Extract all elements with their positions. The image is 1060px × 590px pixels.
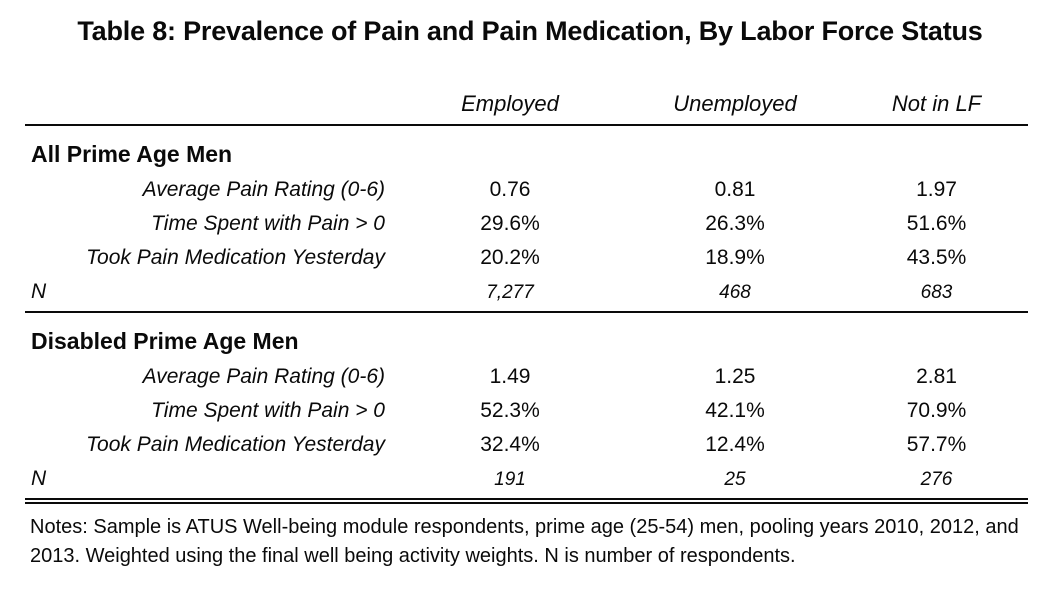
row-value-unemployed: 12.4% [705, 433, 765, 456]
panel-all-prime-age-men: All Prime Age Men Average Pain Rating (0… [25, 125, 1028, 313]
column-header-row: Employed Unemployed Not in LF [25, 91, 1028, 126]
row-value-not-in-lf: 70.9% [906, 399, 967, 422]
row-value-employed: 52.3% [480, 399, 540, 422]
row-value-unemployed: 42.1% [705, 399, 765, 422]
n-value-unemployed: 25 [625, 462, 845, 504]
row-value-unemployed: 26.3% [705, 212, 765, 235]
sample-size-row: N 191 25 276 [25, 462, 1028, 504]
n-value-not-in-lf: 276 [845, 462, 1028, 504]
section-header: All Prime Age Men [31, 141, 233, 167]
col-header-unemployed: Unemployed [625, 91, 845, 126]
row-value-unemployed: 18.9% [705, 246, 765, 269]
row-value-not-in-lf: 2.81 [916, 365, 957, 388]
row-value-not-in-lf: 43.5% [906, 246, 967, 269]
table-title: Table 8: Prevalence of Pain and Pain Med… [77, 16, 983, 46]
section-header-row: All Prime Age Men [25, 125, 1028, 173]
row-value-not-in-lf: 51.6% [906, 212, 967, 235]
row-label: Average Pain Rating (0-6) [142, 178, 385, 201]
n-label: N [25, 462, 395, 504]
pain-prevalence-table: Employed Unemployed Not in LF All Prime … [25, 91, 1028, 504]
sample-size-row: N 7,277 468 683 [25, 275, 1028, 313]
section-header: Disabled Prime Age Men [31, 328, 299, 354]
table-row: Took Pain Medication Yesterday 32.4% 12.… [25, 428, 1028, 462]
row-value-employed: 0.76 [489, 178, 531, 201]
table-notes: Notes: Sample is ATUS Well-being module … [30, 516, 1019, 567]
row-value-employed: 1.49 [489, 365, 531, 388]
n-value-unemployed: 468 [625, 275, 845, 313]
row-label: Time Spent with Pain > 0 [151, 212, 385, 235]
row-label: Took Pain Medication Yesterday [86, 433, 385, 456]
table-row: Average Pain Rating (0-6) 1.49 1.25 2.81 [25, 360, 1028, 394]
panel-disabled-prime-age-men: Disabled Prime Age Men Average Pain Rati… [25, 312, 1028, 504]
row-value-not-in-lf: 1.97 [916, 178, 957, 201]
table-row: Time Spent with Pain > 0 52.3% 42.1% 70.… [25, 394, 1028, 428]
row-value-employed: 32.4% [480, 433, 540, 456]
row-label: Took Pain Medication Yesterday [86, 246, 385, 269]
n-value-employed: 7,277 [395, 275, 625, 313]
empty-header-cell [25, 91, 395, 126]
n-value-employed: 191 [395, 462, 625, 504]
col-header-employed: Employed [395, 91, 625, 126]
section-header-row: Disabled Prime Age Men [25, 312, 1028, 360]
row-value-unemployed: 1.25 [714, 365, 756, 388]
row-value-not-in-lf: 57.7% [906, 433, 967, 456]
table-row: Average Pain Rating (0-6) 0.76 0.81 1.97 [25, 173, 1028, 207]
n-label: N [25, 275, 395, 313]
row-label: Time Spent with Pain > 0 [151, 399, 385, 422]
row-value-employed: 29.6% [480, 212, 540, 235]
row-value-unemployed: 0.81 [714, 178, 756, 201]
col-header-not-in-lf: Not in LF [845, 91, 1028, 126]
table-row: Time Spent with Pain > 0 29.6% 26.3% 51.… [25, 207, 1028, 241]
row-label: Average Pain Rating (0-6) [142, 365, 385, 388]
table-header: Employed Unemployed Not in LF [25, 91, 1028, 126]
n-value-not-in-lf: 683 [845, 275, 1028, 313]
table-row: Took Pain Medication Yesterday 20.2% 18.… [25, 241, 1028, 275]
row-value-employed: 20.2% [480, 246, 540, 269]
